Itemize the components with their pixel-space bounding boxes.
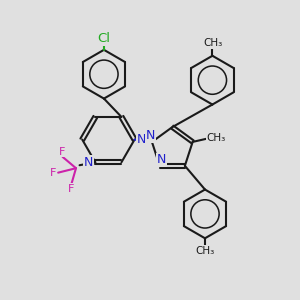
Text: N: N — [136, 133, 146, 146]
Text: N: N — [157, 153, 166, 167]
Text: CH₃: CH₃ — [196, 246, 215, 256]
Text: N: N — [146, 130, 155, 142]
Text: F: F — [50, 168, 56, 178]
Text: N: N — [84, 156, 94, 169]
Text: CH₃: CH₃ — [207, 133, 226, 143]
Text: F: F — [59, 146, 65, 157]
Text: CH₃: CH₃ — [203, 38, 222, 48]
Text: Cl: Cl — [98, 32, 110, 45]
Text: F: F — [68, 184, 75, 194]
